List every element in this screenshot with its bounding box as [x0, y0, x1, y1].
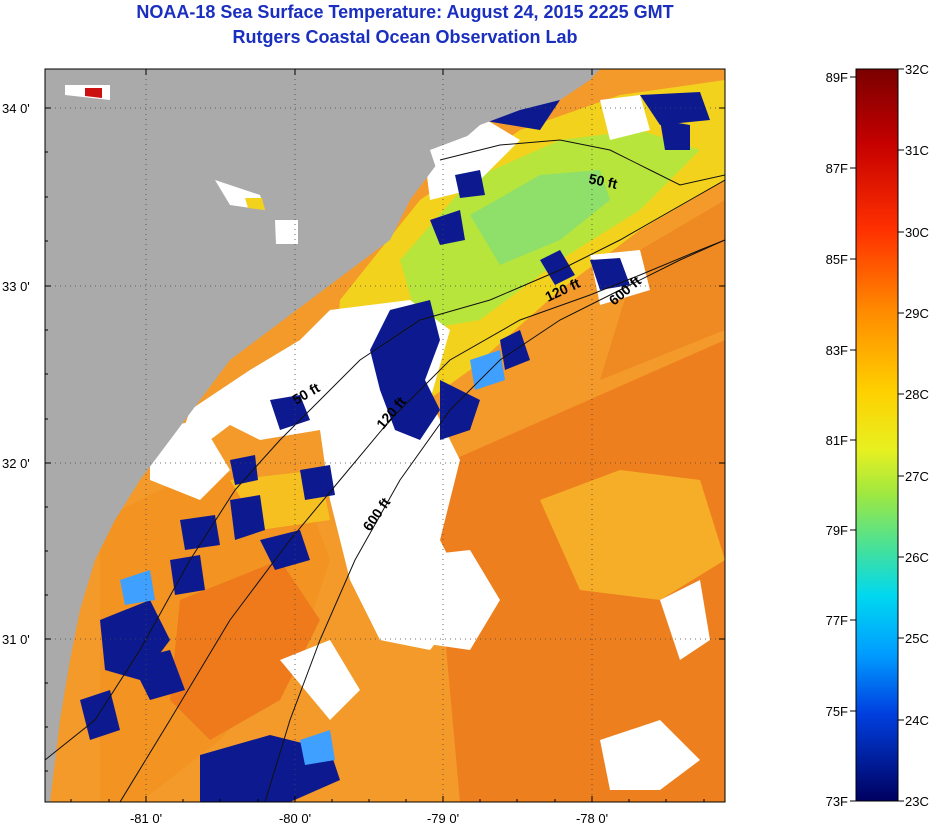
map-ticks	[45, 69, 725, 802]
contour-label: 50 ft	[587, 170, 619, 192]
chart-subtitle: Rutgers Coastal Ocean Observation Lab	[232, 27, 578, 47]
colorbar-f-label: 87F	[826, 161, 848, 176]
lat-label: 34 0'	[2, 101, 30, 116]
map-image	[45, 69, 725, 802]
lon-label: -80 0'	[279, 811, 311, 826]
contour-50ft	[45, 179, 725, 761]
colorbar-ticks	[850, 68, 904, 802]
lon-label: -78 0'	[576, 811, 608, 826]
contour-600ft	[264, 239, 725, 802]
map-frame	[44, 68, 726, 803]
colorbar-c-label: 32C	[905, 62, 929, 77]
colorbar-c-label: 30C	[905, 225, 929, 240]
colorbar-c-label: 28C	[905, 387, 929, 402]
land-area	[45, 69, 600, 802]
colorbar-c-label: 27C	[905, 469, 929, 484]
colorbar-f-label: 79F	[826, 523, 848, 538]
colorbar-c-label: 31C	[905, 143, 929, 158]
colorbar-c-label: 25C	[905, 631, 929, 646]
contour-120ft	[119, 239, 725, 802]
colorbar-c-label: 29C	[905, 306, 929, 321]
lat-label: 32 0'	[2, 456, 30, 471]
colorbar-f-label: 83F	[826, 343, 848, 358]
colorbar-f-label: 77F	[826, 613, 848, 628]
colorbar-f-label: 75F	[826, 704, 848, 719]
colorbar-c-label: 26C	[905, 550, 929, 565]
colorbar-f-label: 81F	[826, 433, 848, 448]
lon-label: -81 0'	[130, 811, 162, 826]
colorbar-c-label: 23C	[905, 794, 929, 809]
colorbar-f-label: 85F	[826, 252, 848, 267]
colorbar	[855, 68, 899, 802]
cold-water-area	[370, 300, 440, 440]
colorbar-f-label: 89F	[826, 70, 848, 85]
lat-label: 33 0'	[2, 279, 30, 294]
colorbar-f-label: 73F	[826, 794, 848, 809]
chart-title: NOAA-18 Sea Surface Temperature: August …	[136, 2, 674, 22]
lon-label: -79 0'	[427, 811, 459, 826]
colorbar-c-label: 24C	[905, 713, 929, 728]
lat-label: 31 0'	[2, 632, 30, 647]
